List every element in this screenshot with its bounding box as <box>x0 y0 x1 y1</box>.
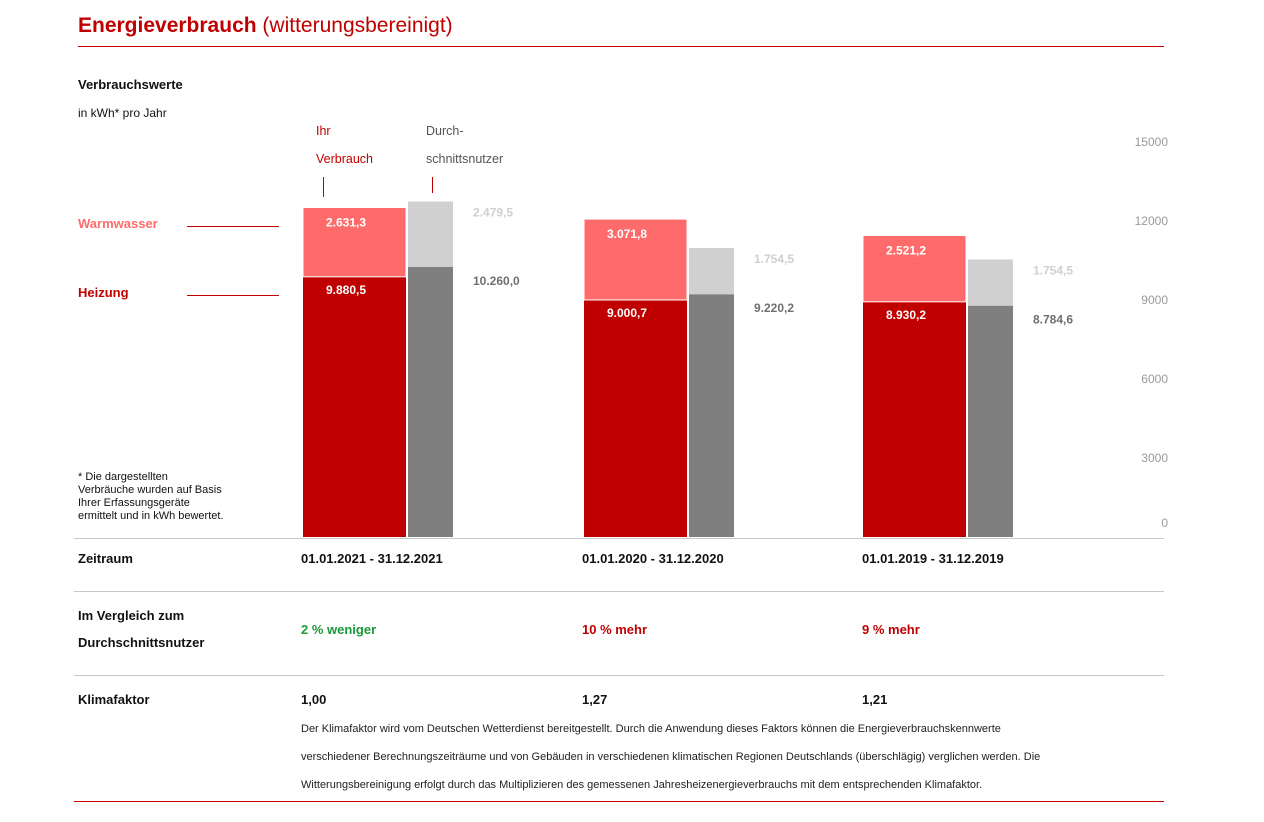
data-label-heizung-avg: 8.784,6 <box>1033 313 1073 327</box>
klimafaktor-2021: 1,00 <box>301 692 327 707</box>
footnote-line4: ermittelt und in kWh bewertet. <box>78 510 224 522</box>
comparison-2019: 9 % mehr <box>862 622 920 637</box>
legend-own-line2: Verbrauch <box>316 152 373 166</box>
legend-own-tick <box>323 177 324 197</box>
stacked-bar-chart: 0 3000 6000 9000 12000 15000 9.880,5 2.631,3 10.… <box>302 135 1169 537</box>
comparison-2020: 10 % mehr <box>582 622 648 637</box>
chart-title: Verbrauchswerte <box>78 77 183 92</box>
legend-avg-tick <box>432 177 433 193</box>
chart-unit: in kWh* pro Jahr <box>78 106 167 120</box>
footnote: * Die dargestellten Verbräuche wurden au… <box>78 471 224 523</box>
zeitraum-label: Zeitraum <box>78 551 133 566</box>
period-2021: 01.01.2021 - 31.12.2021 <box>301 551 443 566</box>
data-label-warmwasser-own: 3.071,8 <box>607 227 647 241</box>
data-label-warmwasser-avg: 1.754,5 <box>1033 263 1073 277</box>
chart-baseline <box>74 538 1164 539</box>
legend-heizung: Heizung <box>78 285 129 300</box>
footnote-line2: Verbräuche wurden auf Basis <box>78 484 222 496</box>
title-subtitle: (witterungsbereinigt) <box>262 14 453 37</box>
klimafaktor-note-line3: Witterungsbereinigung erfolgt durch das … <box>301 779 983 791</box>
y-tick-label: 15000 <box>1135 135 1169 149</box>
y-tick-label: 0 <box>1161 516 1168 530</box>
bar-heizung-own <box>863 301 966 537</box>
bar-heizung-own <box>303 276 406 537</box>
bar-heizung-avg <box>968 305 1013 537</box>
bar-warmwasser-avg <box>689 247 734 295</box>
y-tick-label: 3000 <box>1141 451 1168 465</box>
data-label-warmwasser-avg: 2.479,5 <box>473 206 513 220</box>
klimafaktor-note-line1: Der Klimafaktor wird vom Deutschen Wette… <box>301 723 1001 735</box>
legend-warmwasser-line <box>187 226 279 227</box>
period-2020: 01.01.2020 - 31.12.2020 <box>582 551 724 566</box>
bar-warmwasser-own <box>583 218 688 301</box>
klimafaktor-label: Klimafaktor <box>78 692 150 707</box>
legend-warmwasser: Warmwasser <box>78 216 158 231</box>
data-label-warmwasser-avg: 1.754,5 <box>754 252 794 266</box>
klimafaktor-2020: 1,27 <box>582 692 608 707</box>
bar-warmwasser-own <box>302 207 407 278</box>
bar-warmwasser-own <box>862 234 967 303</box>
row-divider-1 <box>74 591 1164 592</box>
bar-heizung-avg <box>408 266 453 537</box>
bottom-divider <box>74 801 1164 802</box>
y-tick-label: 12000 <box>1135 214 1169 228</box>
data-label-warmwasser-own: 2.631,3 <box>326 216 366 230</box>
y-tick-label: 9000 <box>1141 293 1168 307</box>
bar-heizung-own <box>584 299 687 537</box>
klimafaktor-note-line2: verschiedener Berechnungszeiträume und v… <box>301 751 1041 763</box>
data-label-heizung-own: 9.880,5 <box>326 283 366 297</box>
bar-heizung-avg <box>689 294 734 537</box>
title-main: Energieverbrauch <box>78 14 257 37</box>
data-label-heizung-avg: 9.220,2 <box>754 301 794 315</box>
bar-warmwasser-avg <box>968 259 1013 306</box>
comparison-2021: 2 % weniger <box>301 622 377 637</box>
legend-avg-line1: Durch- <box>426 124 464 138</box>
legend-avg-line2: schnittsnutzer <box>426 152 504 166</box>
data-label-heizung-avg: 10.260,0 <box>473 274 520 288</box>
vergleich-label-line2: Durchschnittsnutzer <box>78 635 205 650</box>
data-label-warmwasser-own: 2.521,2 <box>886 243 926 257</box>
klimafaktor-2019: 1,21 <box>862 692 888 707</box>
data-label-heizung-own: 9.000,7 <box>607 306 647 320</box>
footnote-line1: * Die dargestellten <box>78 471 168 483</box>
bar-warmwasser-avg <box>408 201 453 267</box>
period-2019: 01.01.2019 - 31.12.2019 <box>862 551 1004 566</box>
klimafaktor-note: Der Klimafaktor wird vom Deutschen Wette… <box>301 715 1040 799</box>
row-divider-2 <box>74 675 1164 676</box>
footnote-line3: Ihrer Erfassungsgeräte <box>78 497 190 509</box>
y-tick-label: 6000 <box>1141 372 1168 386</box>
legend-heizung-line <box>187 295 279 296</box>
data-label-heizung-own: 8.930,2 <box>886 308 926 322</box>
title-divider <box>78 46 1164 47</box>
legend-own-line1: Ihr <box>316 124 331 138</box>
vergleich-label-line1: Im Vergleich zum <box>78 608 185 623</box>
page-title: Energieverbrauch (witterungsbereinigt) <box>78 14 453 38</box>
